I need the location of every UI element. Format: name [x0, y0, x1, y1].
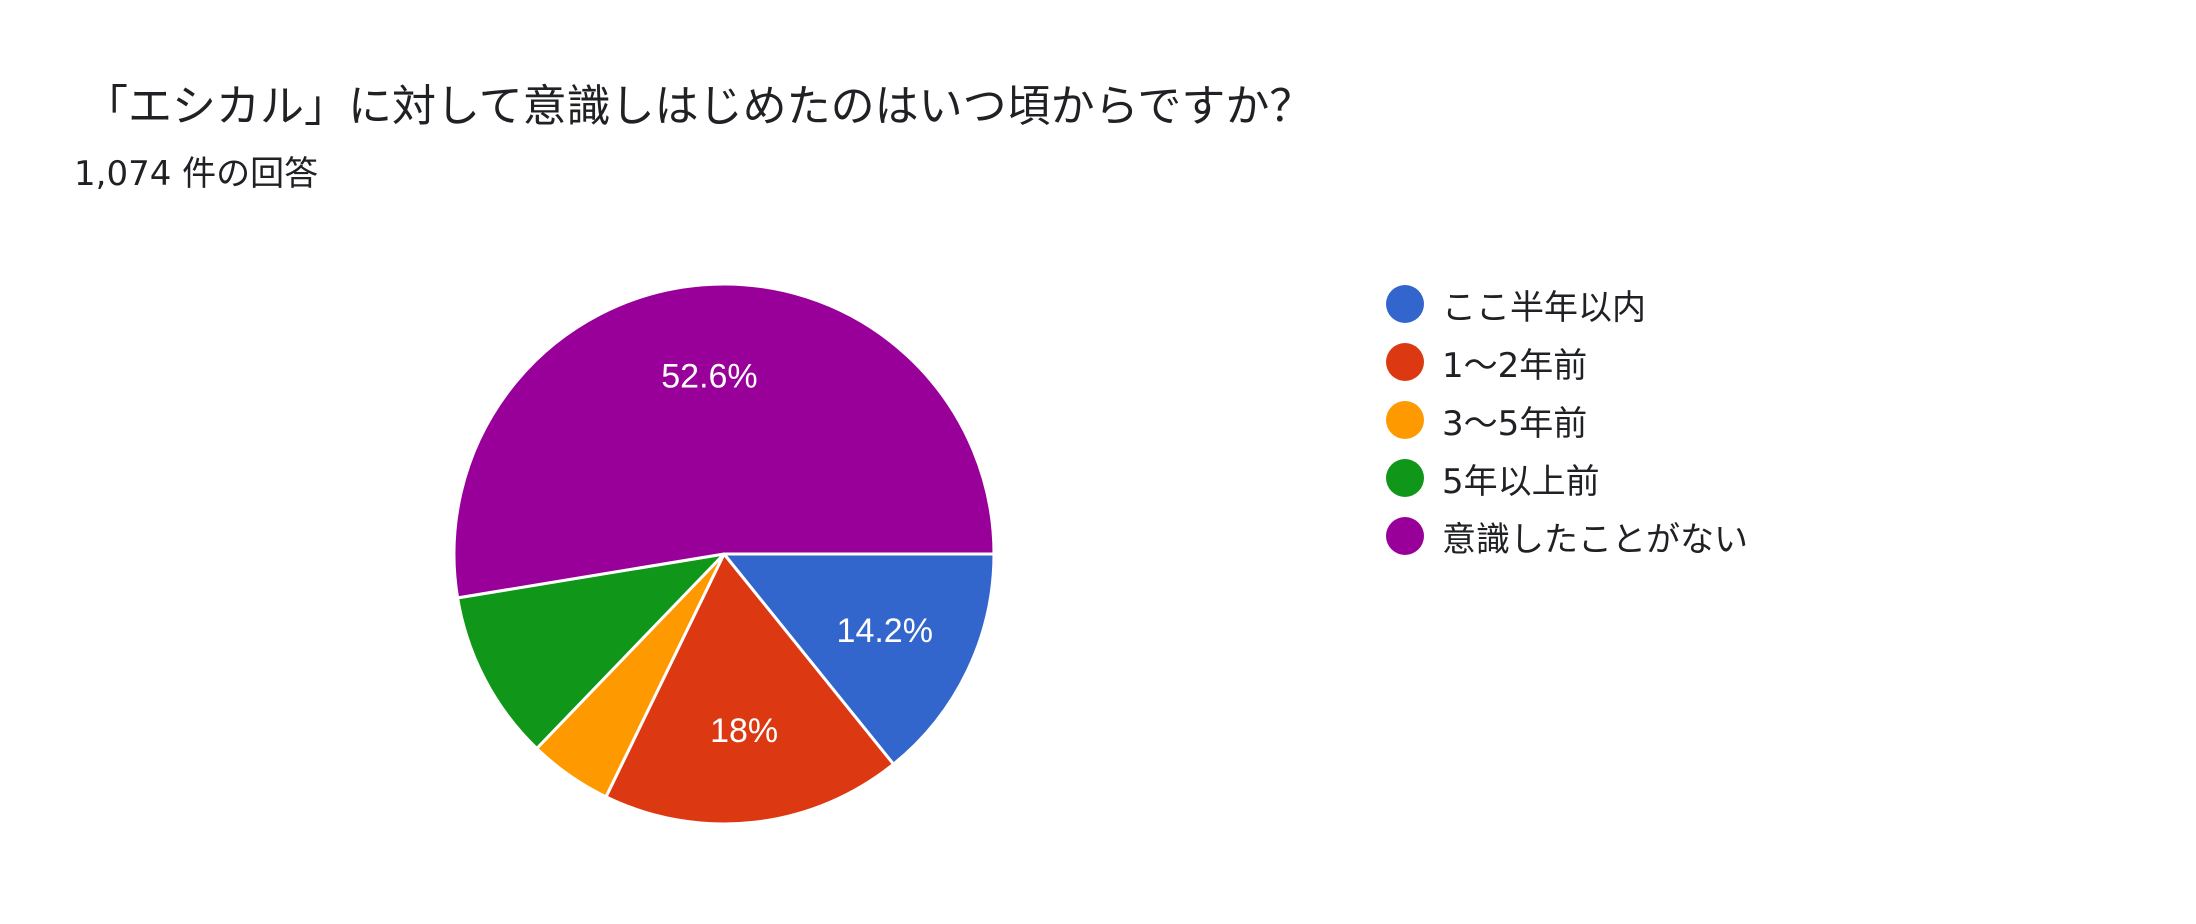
- legend-item-1[interactable]: ここ半年以内: [1386, 275, 1748, 333]
- legend-label: 意識したことがない: [1442, 519, 1748, 560]
- pie-slice-4[interactable]: [455, 551, 729, 751]
- legend-swatch-icon: [1386, 401, 1424, 439]
- legend-swatch-icon: [1386, 285, 1424, 323]
- legend-item-4[interactable]: 5年以上前: [1386, 449, 1748, 507]
- slice-label-2: 18%: [710, 712, 778, 750]
- pie-slices: [452, 282, 996, 826]
- legend-swatch-icon: [1386, 517, 1424, 555]
- legend-item-3[interactable]: 3〜5年前: [1386, 391, 1748, 449]
- legend-label: 1〜2年前: [1442, 345, 1588, 386]
- legend-item-2[interactable]: 1〜2年前: [1386, 333, 1748, 391]
- legend-swatch-icon: [1386, 343, 1424, 381]
- chart-title: 「エシカル」に対して意識しはじめたのはいつ頃からですか？: [84, 81, 1314, 132]
- legend-label: 5年以上前: [1442, 461, 1600, 502]
- legend-label: 3〜5年前: [1442, 403, 1588, 444]
- pie-slice-5[interactable]: [452, 282, 996, 600]
- legend-label: ここ半年以内: [1442, 287, 1646, 328]
- slice-label-1: 14.2%: [837, 612, 933, 650]
- pie-slice-2[interactable]: [603, 551, 896, 826]
- legend-swatch-icon: [1386, 459, 1424, 497]
- legend: ここ半年以内 1〜2年前 3〜5年前 5年以上前意識したことがない: [1386, 275, 1748, 565]
- pie-labels: 14.2% 18% 52.6%: [661, 357, 933, 750]
- response-count: 1,074 件の回答: [74, 154, 319, 194]
- legend-item-5[interactable]: 意識したことがない: [1386, 507, 1748, 565]
- pie-slice-1[interactable]: [720, 552, 996, 767]
- slice-label-5: 52.6%: [661, 357, 757, 395]
